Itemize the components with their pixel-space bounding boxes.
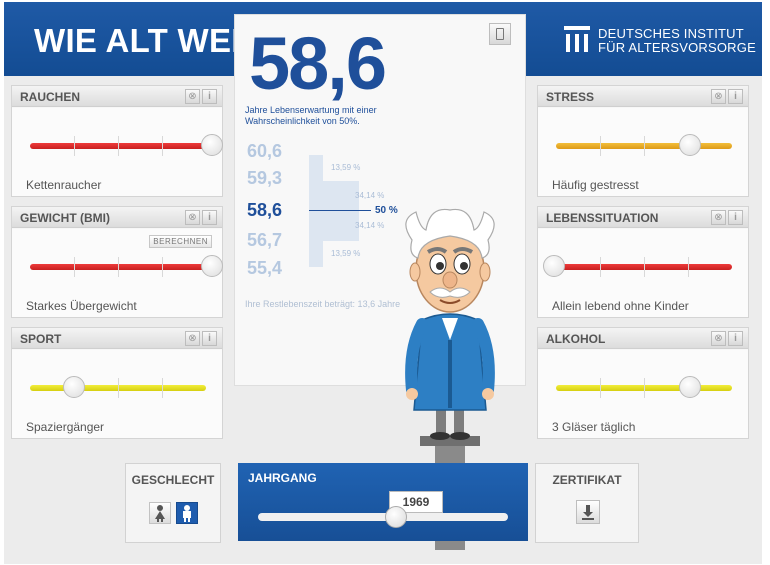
panel-title: ALKOHOL [546, 332, 606, 346]
rauchen-slider-knob[interactable] [201, 134, 223, 156]
alkohol-value: 3 Gläser täglich [552, 420, 636, 434]
lebenssituation-value: Allein lebend ohne Kinder [552, 299, 689, 313]
age-value: 55,4 [247, 258, 283, 278]
dist-bar [309, 241, 323, 267]
stress-slider-knob[interactable] [679, 134, 701, 156]
male-icon[interactable] [176, 502, 198, 524]
reset-icon[interactable]: ⊗ [711, 89, 726, 104]
dist-bar [309, 181, 359, 241]
org-name: DEUTSCHES INSTITUT FÜR ALTERSVORSORGE [598, 27, 756, 55]
panel-title: STRESS [546, 90, 595, 104]
info-icon[interactable]: i [202, 331, 217, 346]
panel-title: SPORT [20, 332, 62, 346]
female-icon[interactable] [149, 502, 171, 524]
dia-logo-icon [564, 26, 590, 52]
info-icon[interactable]: i [202, 210, 217, 225]
info-icon[interactable]: i [202, 89, 217, 104]
life-expectancy-value: 58,6 [249, 22, 387, 105]
jahrgang-slider-track[interactable] [258, 513, 508, 521]
panel-title: RAUCHEN [20, 90, 80, 104]
jahrgang-box: JAHRGANG 1969 [238, 463, 528, 541]
pct-value: 34,14 % [355, 191, 385, 200]
zertifikat-label: ZERTIFIKAT [552, 473, 622, 487]
jahrgang-slider-knob[interactable] [385, 506, 407, 528]
panel-sport: SPORT ⊗ i Spaziergänger [11, 327, 223, 439]
info-icon[interactable]: i [728, 89, 743, 104]
panel-lebenssituation: LEBENSSITUATION ⊗ i Allein lebend ohne K… [537, 206, 749, 318]
jahrgang-label: JAHRGANG [248, 471, 317, 485]
geschlecht-label: GESCHLECHT [131, 473, 215, 487]
berechnen-button[interactable]: BERECHNEN [149, 235, 212, 248]
zertifikat-box: ZERTIFIKAT [535, 463, 639, 543]
reset-icon[interactable]: ⊗ [185, 210, 200, 225]
reset-icon[interactable]: ⊗ [711, 331, 726, 346]
lebenssituation-slider-knob[interactable] [543, 255, 565, 277]
mobile-phone-icon[interactable] [489, 23, 511, 45]
gewicht-value: Starkes Übergewicht [26, 299, 137, 313]
age-value: 56,7 [247, 230, 283, 250]
panel-gewicht: GEWICHT (BMI) ⊗ i BERECHNEN Starkes Über… [11, 206, 223, 318]
reset-icon[interactable]: ⊗ [185, 89, 200, 104]
life-expectancy-description: Jahre Lebenserwartung mit einer Wahrsche… [245, 105, 377, 126]
org-line-1: DEUTSCHES INSTITUT [598, 26, 744, 41]
remaining-lifetime: Ihre Restlebenszeit beträgt: 13,6 Jahre [245, 299, 401, 309]
panel-alkohol: ALKOHOL ⊗ i 3 Gläser täglich [537, 327, 749, 439]
age-value: 59,3 [247, 168, 283, 188]
reset-icon[interactable]: ⊗ [711, 210, 726, 225]
panel-stress: STRESS ⊗ i Häufig gestresst [537, 85, 749, 197]
sport-value: Spaziergänger [26, 420, 105, 434]
info-icon[interactable]: i [728, 210, 743, 225]
alkohol-slider-knob[interactable] [679, 376, 701, 398]
org-line-2: FÜR ALTERSVORSORGE [598, 40, 756, 55]
geschlecht-box: GESCHLECHT [125, 463, 221, 543]
info-icon[interactable]: i [728, 331, 743, 346]
pct-value: 13,59 % [331, 249, 361, 258]
sport-slider-knob[interactable] [63, 376, 85, 398]
panel-title: GEWICHT (BMI) [20, 211, 110, 225]
panel-title: LEBENSSITUATION [546, 211, 659, 225]
download-icon[interactable] [576, 500, 600, 524]
result-panel: 58,6 Jahre Lebenserwartung mit einer Wah… [234, 14, 526, 386]
rauchen-value: Kettenraucher [26, 178, 102, 192]
panel-rauchen: RAUCHEN ⊗ i Kettenraucher [11, 85, 223, 197]
median-line [309, 210, 371, 211]
pct-value: 13,59 % [331, 163, 361, 172]
stress-value: Häufig gestresst [552, 178, 639, 192]
reset-icon[interactable]: ⊗ [185, 331, 200, 346]
age-value-median: 58,6 [247, 200, 283, 220]
pct-value: 34,14 % [355, 221, 385, 230]
pct-value-median: 50 % [375, 205, 398, 216]
dist-bar [309, 155, 323, 181]
gewicht-slider-knob[interactable] [201, 255, 223, 277]
age-value: 60,6 [247, 141, 283, 161]
